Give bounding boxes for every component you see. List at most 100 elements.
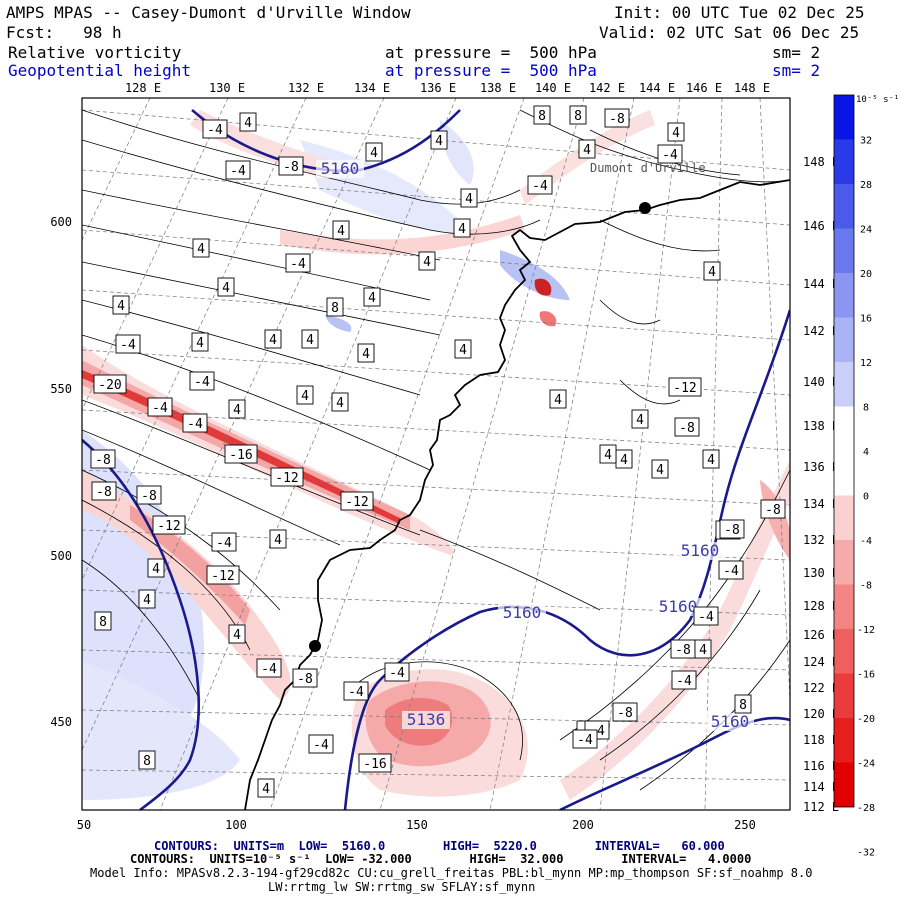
vorticity-contour-label: -4 [662, 148, 678, 163]
colorbar-tick-label: 8 [863, 403, 869, 414]
top-lon-label: 140 E [535, 81, 571, 95]
vorticity-label-box [301, 329, 319, 349]
vorticity-contour-label: -4 [194, 375, 210, 390]
right-lon-label: 132 E [803, 533, 839, 547]
colorbar-tick-label: 4 [863, 447, 869, 458]
vorticity-contour-label: 4 [620, 453, 628, 468]
right-lon-label: 120 E [803, 707, 839, 721]
x-axis-labels: 50 100 150 200 250 [77, 818, 756, 832]
right-lon-label: 130 E [803, 566, 839, 580]
field2-pressure: at pressure = 500 hPa [385, 61, 597, 80]
vorticity-label-box [578, 139, 596, 159]
colorbar-tick-label: 20 [860, 269, 872, 280]
vorticity-contour-label: -4 [389, 666, 405, 681]
vorticity-contour-label: -8 [724, 523, 740, 538]
colorbar-tick-label: -16 [857, 670, 875, 681]
vorticity-label-box [454, 339, 472, 359]
vorticity-label-box [217, 277, 235, 297]
map-title: AMPS MPAS -- Casey-Dumont d'Urville Wind… [6, 3, 411, 22]
vorticity-label-box [760, 499, 786, 519]
top-lon-label: 146 E [686, 81, 722, 95]
top-lon-label: 132 E [288, 81, 324, 95]
vorticity-contour-label: 4 [274, 533, 282, 548]
footer-vorticity-contours: CONTOURS: UNITS=10⁻⁵ s⁻¹ LOW= -32.000 HI… [130, 852, 752, 866]
vorticity-contour-label: -4 [187, 417, 203, 432]
vorticity-label-box [340, 491, 374, 511]
right-longitude-labels: 148 E 146 E 144 E 142 E 140 E 138 E 136 E 134 E… [803, 155, 839, 814]
height-contour-labels: 5160 5160 5160 5160 5136 5160 [316, 159, 754, 731]
vorticity-label-box [285, 253, 311, 273]
vorticity-label-box [182, 413, 208, 433]
vorticity-contour-label: -8 [765, 503, 781, 518]
vorticity-contour-label: -4 [532, 179, 548, 194]
x-axis-tick-label: 100 [225, 818, 247, 832]
vorticity-label-box [270, 467, 304, 487]
right-lon-label: 134 E [803, 497, 839, 511]
vorticity-label-box [112, 295, 130, 315]
vorticity-label-box [527, 175, 553, 195]
vorticity-contour-label: -4 [348, 685, 364, 700]
vorticity-label-box [667, 122, 685, 142]
vorticity-contour-label: -12 [157, 519, 180, 534]
colorbar-tick-label: 24 [860, 225, 872, 236]
vorticity-label-box [189, 371, 215, 391]
vorticity-label-box [147, 558, 165, 578]
vorticity-contour-label: -12 [211, 569, 234, 584]
top-lon-label: 138 E [480, 81, 516, 95]
vorticity-label-box [90, 449, 116, 469]
vorticity-contour-label: -4 [261, 662, 277, 677]
x-axis-tick-label: 200 [572, 818, 594, 832]
vorticity-contour-label: 4 [465, 192, 473, 207]
x-axis-tick-label: 150 [406, 818, 428, 832]
colorbar-bin [834, 139, 854, 184]
vorticity-contour-label: -4 [290, 257, 306, 272]
vorticity-label-box [365, 142, 383, 162]
top-lon-label: 136 E [420, 81, 456, 95]
vorticity-contour-label: 4 [423, 255, 431, 270]
top-longitude-labels: 128 E 130 E 132 E 134 E 136 E 138 E 140 E 142 E… [125, 81, 770, 95]
vorticity-contour-label: 4 [435, 134, 443, 149]
vorticity-label-box [93, 374, 127, 394]
y-axis-labels: 600 550 500 450 [50, 215, 72, 729]
colorbar-bin [834, 540, 854, 585]
vorticity-contour-label: 4 [458, 222, 466, 237]
vorticity-label-box [94, 611, 112, 631]
colorbar-tick-label: -8 [860, 581, 872, 592]
colorbar-tick-label: -24 [857, 759, 875, 770]
vorticity-label-box [269, 529, 287, 549]
vorticity-label-box [533, 105, 551, 125]
vorticity-label-box [228, 624, 246, 644]
colorbar-tick-label: -4 [860, 536, 872, 547]
colorbar-bin [834, 673, 854, 718]
field1-sm: sm= 2 [772, 43, 821, 62]
init-time: Init: 00 UTC Tue 02 Dec 25 [614, 3, 865, 22]
height-contour [343, 309, 790, 810]
vorticity-contour-label: 4 [554, 393, 562, 408]
vorticity-label-box [719, 519, 745, 539]
vorticity-contour-label: -4 [207, 123, 223, 138]
colorbar-bin [834, 629, 854, 674]
right-lon-label: 118 E [803, 733, 839, 747]
right-lon-label: 138 E [803, 419, 839, 433]
vorticity-label-box [91, 481, 117, 501]
vorticity-contour-label: 4 [233, 628, 241, 643]
vorticity-contour-label: 8 [538, 109, 546, 124]
colorbar-unit: 10⁻⁵ s⁻¹ [856, 95, 899, 105]
vorticity-label-box [211, 532, 237, 552]
vorticity-contour-label: 4 [222, 281, 230, 296]
vorticity-label-box [363, 287, 381, 307]
footer-height-contours: CONTOURS: UNITS=m LOW= 5160.0 HIGH= 5220… [154, 839, 725, 853]
colorbar-tick-label: -32 [857, 848, 875, 859]
colorbar-bin [834, 406, 854, 451]
colorbar-frame [833, 94, 855, 808]
top-lon-label: 148 E [734, 81, 770, 95]
vorticity-contour-label: -8 [617, 706, 633, 721]
field1-name: Relative vorticity [8, 43, 182, 62]
colorbar-bin [834, 762, 854, 807]
vorticity-contour-label: -8 [297, 672, 313, 687]
vorticity-contour-label: 4 [152, 562, 160, 577]
y-axis-tick-label: 600 [50, 215, 72, 229]
vorticity-contour-label: 4 [337, 224, 345, 239]
height-label-bg [654, 598, 702, 616]
height-contour-label: 5160 [321, 159, 360, 178]
